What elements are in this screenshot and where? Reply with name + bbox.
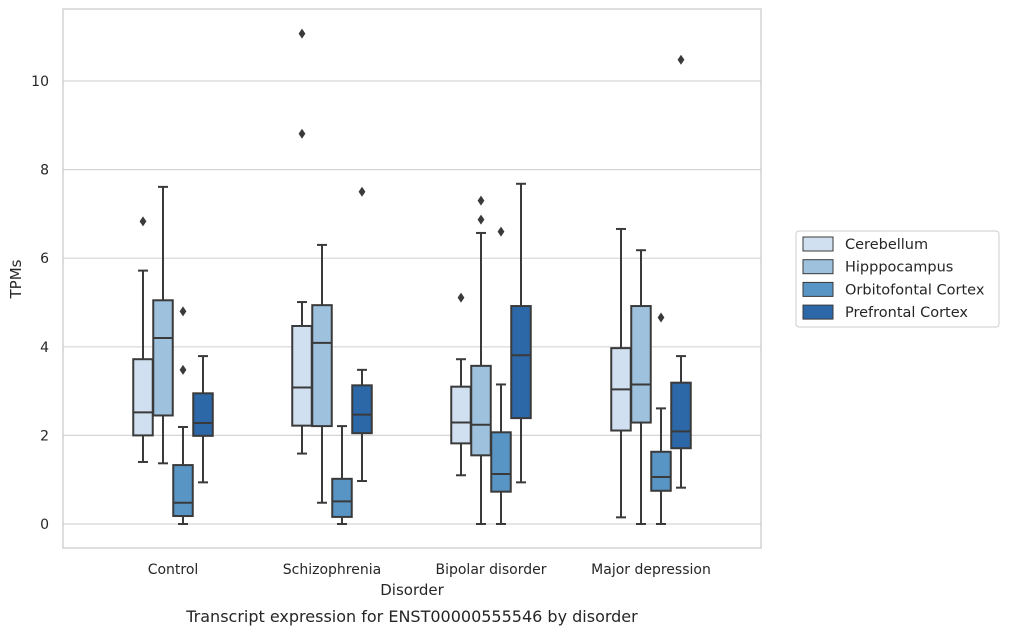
y-tick-label: 0 bbox=[40, 517, 49, 533]
legend-swatch-0 bbox=[802, 236, 834, 252]
legend: Cerebellum Hipppocampus Orbitofontal Corte… bbox=[795, 230, 1000, 328]
box-iqr bbox=[132, 358, 154, 437]
box-iqr bbox=[470, 364, 492, 457]
box-cerebellum-3 bbox=[610, 227, 632, 519]
outlier-marker bbox=[179, 306, 187, 317]
box-iqr bbox=[490, 431, 512, 493]
box-iqr bbox=[650, 450, 672, 492]
box-prefrontal-cortex-3 bbox=[670, 54, 692, 489]
box-orbitofontal-cortex-3 bbox=[650, 312, 672, 525]
box-iqr bbox=[510, 305, 532, 420]
y-axis-ticks: 0 2 4 6 8 10 bbox=[31, 74, 49, 533]
legend-frame bbox=[795, 230, 1000, 328]
box-orbitofontal-cortex-0 bbox=[172, 306, 194, 525]
y-tick-label: 2 bbox=[40, 428, 49, 444]
box-cerebellum-0 bbox=[132, 216, 154, 463]
box-iqr bbox=[351, 384, 373, 435]
box-orbitofontal-cortex-1 bbox=[331, 425, 353, 525]
x-tick-label: Schizophrenia bbox=[283, 562, 381, 578]
y-tick-label: 10 bbox=[31, 74, 49, 90]
box-iqr bbox=[172, 464, 194, 518]
legend-swatch-2 bbox=[802, 281, 834, 297]
outlier-marker bbox=[179, 364, 187, 375]
outlier-marker bbox=[298, 128, 306, 139]
x-tick-label: Control bbox=[148, 562, 199, 578]
box-iqr bbox=[291, 324, 313, 427]
outlier-marker bbox=[657, 312, 665, 323]
outlier-marker bbox=[477, 195, 485, 206]
legend-label: Hipppocampus bbox=[845, 260, 953, 276]
box-iqr bbox=[670, 381, 692, 450]
box-hipppocampus-3 bbox=[630, 249, 652, 525]
box-cerebellum-2 bbox=[450, 292, 472, 477]
outlier-marker bbox=[139, 216, 147, 227]
legend-swatch-3 bbox=[802, 304, 834, 320]
legend-label: Prefrontal Cortex bbox=[845, 305, 968, 321]
box-prefrontal-cortex-0 bbox=[192, 355, 214, 484]
box-prefrontal-cortex-2 bbox=[510, 182, 532, 484]
y-tick-label: 4 bbox=[40, 340, 49, 356]
outlier-marker bbox=[298, 28, 306, 39]
outlier-marker bbox=[358, 186, 366, 197]
box-iqr bbox=[450, 385, 472, 445]
box-iqr bbox=[192, 392, 214, 437]
outlier-marker bbox=[497, 226, 505, 237]
box-hipppocampus-2 bbox=[470, 195, 492, 525]
y-tick-label: 8 bbox=[40, 163, 49, 179]
box-iqr bbox=[152, 299, 174, 417]
legend-label: Orbitofontal Cortex bbox=[845, 282, 985, 298]
y-axis-label: TPMs bbox=[7, 259, 25, 299]
box-hipppocampus-1 bbox=[311, 243, 333, 504]
legend-label: Cerebellum bbox=[845, 237, 928, 253]
outlier-marker bbox=[457, 292, 465, 303]
x-axis-ticks: Control Schizophrenia Bipolar disorder Majo… bbox=[148, 562, 711, 578]
legend-swatch-1 bbox=[802, 259, 834, 275]
box-orbitofontal-cortex-2 bbox=[490, 226, 512, 525]
box-cerebellum-1 bbox=[291, 28, 313, 455]
plot-frame bbox=[62, 8, 762, 549]
outlier-marker bbox=[677, 54, 685, 65]
box-plot-marks bbox=[132, 28, 692, 525]
box-hipppocampus-0 bbox=[152, 185, 174, 465]
box-iqr bbox=[331, 477, 353, 518]
chart-caption: Transcript expression for ENST0000055554… bbox=[185, 607, 638, 626]
y-tick-label: 6 bbox=[40, 251, 49, 267]
box-iqr bbox=[630, 305, 652, 424]
x-axis-label: Disorder bbox=[380, 581, 444, 599]
box-prefrontal-cortex-1 bbox=[351, 186, 373, 483]
x-tick-label: Bipolar disorder bbox=[435, 562, 546, 578]
box-iqr bbox=[311, 304, 333, 428]
x-tick-label: Major depression bbox=[591, 562, 711, 578]
outlier-marker bbox=[477, 214, 485, 225]
